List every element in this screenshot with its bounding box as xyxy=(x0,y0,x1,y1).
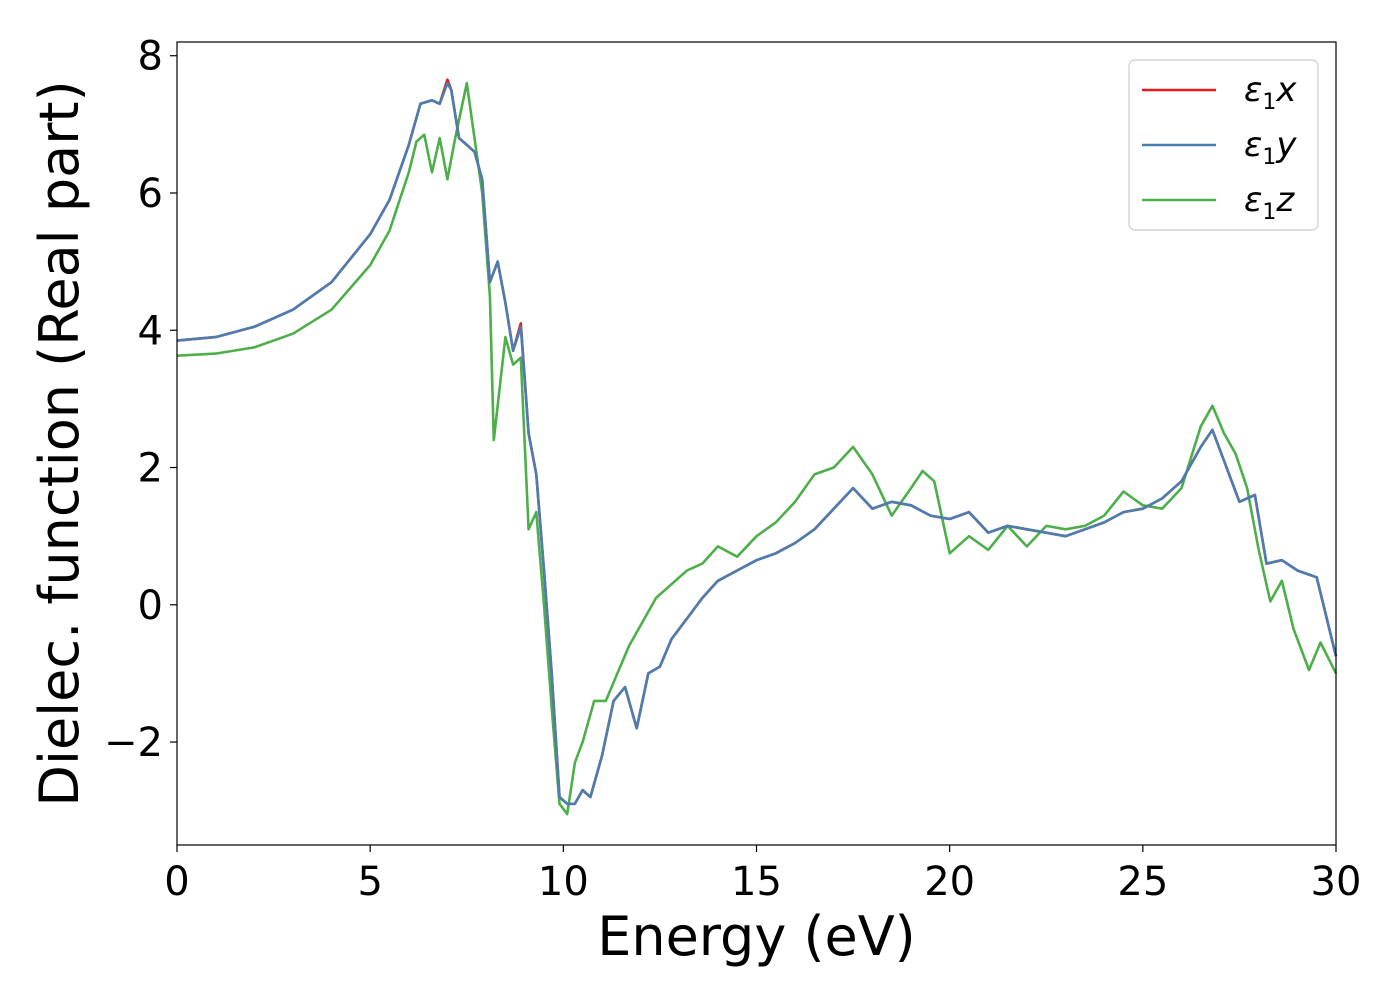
y-tick-label: 0 xyxy=(138,583,163,629)
legend-label-z: ε1z xyxy=(1244,180,1295,225)
legend-label-y: ε1y xyxy=(1244,125,1297,170)
y-tick-label: 8 xyxy=(138,34,163,80)
x-tick-label: 0 xyxy=(164,859,189,905)
x-tick-label: 5 xyxy=(357,859,382,905)
x-tick-label: 25 xyxy=(1117,859,1168,905)
legend-box xyxy=(1128,59,1319,231)
y-tick-label: 4 xyxy=(138,308,163,354)
legend: ε1x ε1y ε1z xyxy=(1128,59,1319,231)
legend-label-x: ε1x xyxy=(1244,70,1297,115)
series-layer xyxy=(176,78,1338,816)
x-tick-label: 30 xyxy=(1311,859,1362,905)
ticks-layer: 0 5 10 15 20 25 30 −2 0 2 4 6 8 xyxy=(104,34,1361,905)
y-tick-label: 6 xyxy=(138,171,163,217)
x-tick-label: 20 xyxy=(924,859,975,905)
x-tick-label: 10 xyxy=(538,859,589,905)
y-axis-title: Dielec. function (Real part) xyxy=(28,80,91,806)
x-tick-label: 15 xyxy=(731,859,782,905)
x-axis-title: Energy (eV) xyxy=(597,905,916,968)
series-line-y xyxy=(176,81,1338,806)
y-tick-label: 2 xyxy=(138,446,163,492)
y-tick-label: −2 xyxy=(104,720,163,766)
series-line-z xyxy=(176,81,1338,816)
